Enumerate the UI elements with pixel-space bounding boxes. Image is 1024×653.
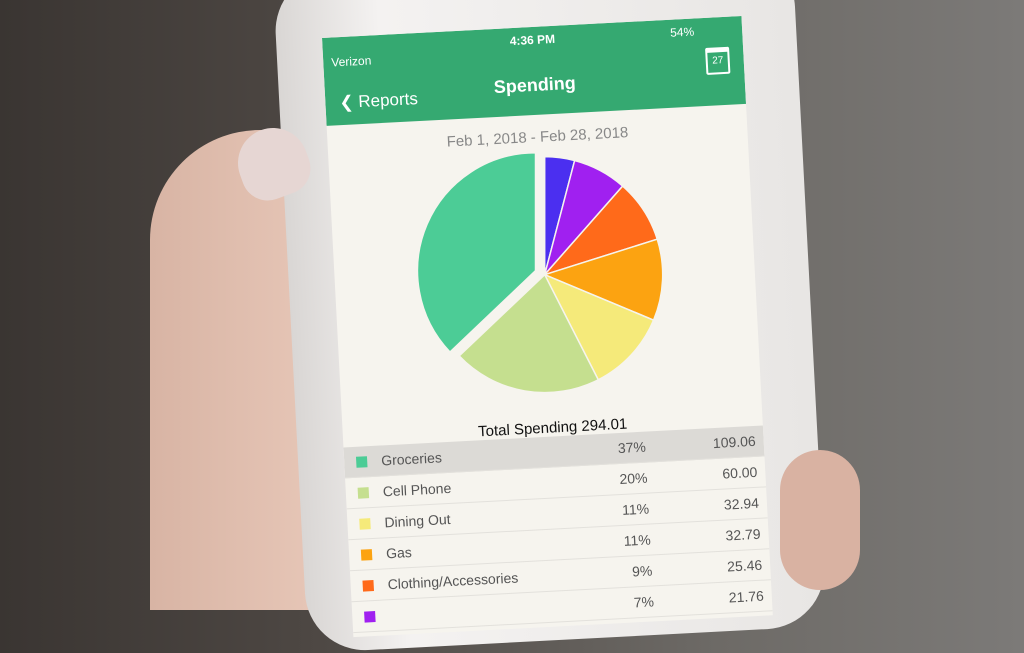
- category-amount: 60.00: [721, 463, 758, 482]
- category-percent: 11%: [621, 500, 650, 518]
- pie-slice-cell-phone[interactable]: [455, 272, 600, 397]
- category-list: Groceries 37% 109.06 Cell Phone 20% 60.0…: [343, 425, 773, 634]
- category-percent: 37%: [617, 438, 647, 457]
- color-swatch: [360, 548, 373, 561]
- category-label: Gas: [385, 544, 413, 562]
- page-title: Spending: [493, 72, 577, 98]
- pie-slice-dining-out[interactable]: [543, 269, 657, 382]
- category-label: [389, 606, 564, 615]
- pie-slice-gas[interactable]: [542, 238, 665, 326]
- category-label: Clothing/Accessories: [387, 569, 519, 593]
- color-swatch: [359, 517, 371, 530]
- category-label: Cell Phone: [382, 479, 452, 500]
- battery-level: 54%: [669, 24, 695, 40]
- color-swatch: [357, 486, 370, 499]
- pie-chart[interactable]: [408, 143, 681, 406]
- category-label: Dining Out: [384, 510, 451, 531]
- color-swatch: [355, 455, 368, 468]
- finger: [780, 450, 860, 590]
- calendar-icon[interactable]: 27: [705, 46, 731, 75]
- phone-screen: Verizon 4:36 PM 54% ❮ Reports Spending 2…: [322, 16, 773, 638]
- category-percent: 11%: [623, 531, 652, 549]
- category-percent: 9%: [631, 562, 653, 580]
- category-amount: 32.79: [725, 525, 761, 544]
- category-amount: 109.06: [712, 432, 757, 452]
- category-amount: 32.94: [723, 494, 760, 513]
- color-swatch: [362, 579, 374, 592]
- category-percent: 20%: [619, 469, 648, 488]
- category-label: Groceries: [380, 449, 443, 469]
- category-amount: 25.46: [726, 556, 763, 575]
- pie-slice-groceries[interactable]: [411, 151, 545, 354]
- category-amount: 21.76: [728, 587, 765, 606]
- color-swatch: [364, 610, 376, 623]
